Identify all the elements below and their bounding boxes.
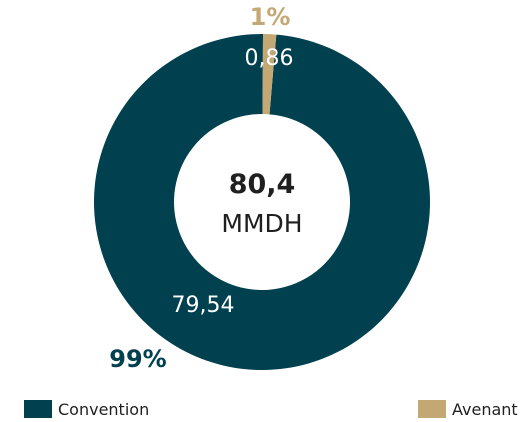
slice-avenant [262,34,277,115]
legend-swatch-convention [24,400,52,418]
data-label-convention-percent: 99% [109,345,166,373]
slice-convention [94,34,431,371]
donut-chart: 80,4 MMDH 79,54 0,86 99% 1% [94,3,431,373]
legend-label-convention: Convention [58,399,150,419]
data-label-convention-value: 79,54 [172,293,235,318]
legend-item-convention: Convention [24,398,149,420]
data-label-avenant-percent: 1% [250,3,291,31]
data-label-avenant-value: 0,86 [245,46,294,71]
legend-item-avenant: Avenant [418,398,518,420]
center-total-unit: MMDH [221,209,302,238]
center-total-value: 80,4 [229,169,296,200]
legend-label-avenant: Avenant [452,399,518,419]
legend-swatch-avenant [418,400,446,418]
